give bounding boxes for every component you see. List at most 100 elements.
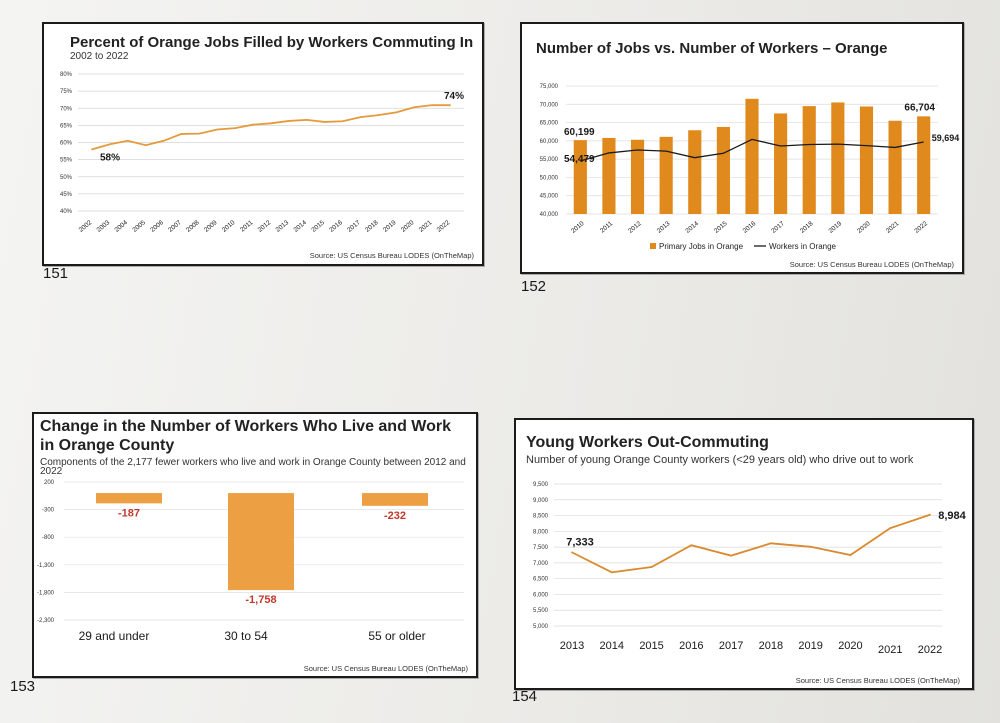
chart-151-svg: 40%45%50%55%60%65%70%75%80%2002 2003 2004 2… [60, 72, 464, 234]
data-point [305, 118, 308, 121]
data-point [359, 116, 362, 119]
y-tick-label: -1,800 [37, 590, 55, 596]
y-tick-label: 70% [60, 106, 73, 112]
data-point [413, 106, 416, 109]
y-tick-label: 75% [60, 89, 73, 95]
source-note: Source: US Census Bureau LODES (OnTheMap… [309, 251, 474, 260]
x-tick-label: 2017 [346, 219, 362, 234]
data-point [144, 144, 147, 147]
y-tick-label: 8,000 [533, 529, 549, 535]
bar [688, 130, 702, 214]
x-tick-label: 2010 [570, 220, 586, 235]
data-label: 66,704 [904, 102, 935, 113]
source-note: Source: US Census Bureau LODES (OnTheMap… [303, 664, 468, 673]
bar [888, 120, 902, 214]
x-tick-label: 2017 [719, 640, 743, 652]
source-note: Source: US Census Bureau LODES (OnTheMap… [795, 676, 960, 685]
data-point [929, 513, 931, 516]
x-tick-label: 2019 [382, 219, 398, 234]
chart-subtitle-line1: Components of the 2,177 fewer workers wh… [40, 457, 466, 468]
data-label: 7,333 [566, 536, 594, 548]
bar [630, 139, 645, 214]
y-tick-label: 65% [60, 123, 73, 129]
data-point [288, 120, 290, 122]
figure-number: 152 [521, 278, 547, 295]
y-tick-label: -1,300 [37, 563, 55, 569]
data-label: 60,199 [564, 127, 595, 138]
y-tick-label: 9,500 [533, 482, 549, 488]
y-tick-label: -2,300 [37, 618, 55, 624]
x-tick-label: 2014 [600, 640, 624, 652]
x-tick-label: 2011 [239, 219, 255, 234]
y-tick-label: 40,000 [540, 212, 559, 218]
x-tick-label: 2009 [203, 219, 219, 234]
figure-number: 154 [512, 688, 538, 705]
bar [228, 493, 294, 591]
bar [659, 136, 673, 214]
x-tick-label: 2014 [684, 220, 700, 235]
chart-153-svg: 200 -300 -800 -1,300 -1,800 -2,300 -187 29 and … [37, 480, 464, 643]
data-label: 8,984 [938, 510, 966, 522]
data-point [730, 554, 733, 557]
bar [745, 98, 759, 214]
x-tick-label: 2020 [838, 640, 862, 652]
data-point [270, 122, 272, 125]
chart-title-line1: Change in the Number of Workers Who Live… [40, 418, 452, 435]
y-tick-label: 45% [60, 192, 73, 198]
figure-number: 151 [43, 265, 69, 282]
x-tick-label: 30 to 54 [224, 629, 268, 643]
chart-title: Percent of Orange Jobs Filled by Workers… [70, 34, 474, 51]
y-tick-label: 70,000 [540, 102, 559, 108]
legend-label: Primary Jobs in Orange [659, 242, 744, 251]
bar [573, 140, 587, 214]
data-point [162, 139, 165, 142]
y-tick-label: 8,500 [533, 514, 549, 520]
x-tick-label: 2006 [149, 219, 165, 234]
data-point [571, 551, 573, 554]
data-point [610, 571, 613, 574]
bar [802, 106, 816, 214]
figure-number: 153 [10, 678, 36, 695]
series-line [571, 513, 931, 574]
legend-label: Workers in Orange [769, 242, 837, 251]
data-point [216, 128, 219, 131]
data-point [395, 111, 398, 114]
x-tick-label: 2008 [185, 219, 201, 234]
chart-152-svg: 40,000 45,000 50,000 55,000 60,000 65,000 70,0… [540, 84, 960, 251]
x-tick-label: 2010 [221, 219, 237, 234]
y-tick-label: 65,000 [540, 121, 559, 127]
data-point [126, 139, 129, 142]
y-tick-label: 60,000 [540, 139, 559, 145]
chart-154-svg: 5,000 5,500 6,000 6,500 7,000 7,500 8,000 8,500… [533, 482, 967, 656]
y-tick-label: 50% [60, 175, 73, 181]
data-point [252, 123, 255, 126]
x-tick-label: 2020 [856, 220, 872, 235]
x-tick-label: 2003 [96, 219, 112, 234]
chart-panel-153: Change in the Number of Workers Who Live… [32, 412, 478, 678]
x-tick-label: 29 and under [79, 629, 150, 643]
y-tick-label: 5,000 [533, 624, 549, 630]
x-tick-label: 2017 [770, 220, 786, 235]
y-tick-label: 7,000 [533, 561, 549, 567]
x-tick-label: 2012 [257, 219, 273, 234]
y-tick-label: 9,000 [533, 498, 549, 504]
data-point [449, 104, 451, 107]
data-point [377, 114, 380, 116]
data-point [323, 121, 326, 123]
data-label: 58% [100, 152, 120, 163]
series-line [580, 138, 924, 162]
y-tick-label: 60% [60, 141, 73, 147]
bar [774, 113, 788, 214]
chart-subtitle: 2002 to 2022 [70, 51, 129, 62]
x-tick-label: 2020 [400, 219, 416, 234]
x-tick-label: 2004 [114, 219, 130, 234]
y-tick-label: 80% [60, 72, 73, 78]
x-tick-label: 2021 [418, 219, 434, 234]
x-tick-label: 2018 [759, 640, 783, 652]
x-tick-label: 2021 [885, 220, 901, 235]
data-point [849, 554, 852, 556]
x-tick-label: 2019 [828, 220, 844, 235]
x-tick-label: 2015 [310, 219, 326, 234]
data-point [809, 545, 812, 548]
